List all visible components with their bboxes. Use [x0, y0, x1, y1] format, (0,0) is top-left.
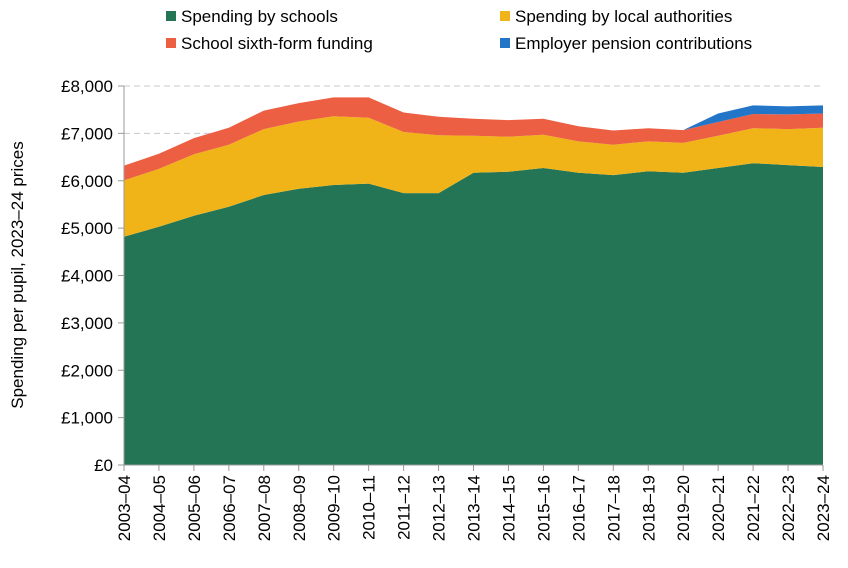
- y-tick-label: £2,000: [61, 361, 113, 380]
- legend-swatch: [166, 11, 176, 21]
- x-tick-label: 2019–20: [674, 475, 693, 541]
- legend-item-schools: Spending by schools: [166, 7, 338, 26]
- y-tick-label: £4,000: [61, 267, 113, 286]
- x-tick-label: 2022–23: [779, 475, 798, 541]
- y-tick-label: £0: [94, 456, 113, 475]
- areas: [124, 97, 823, 465]
- legend-swatch: [166, 38, 176, 48]
- legend-swatch: [500, 38, 510, 48]
- legend-item-sixth-form: School sixth-form funding: [166, 34, 373, 53]
- x-tick-label: 2004–05: [150, 475, 169, 541]
- x-tick-label: 2016–17: [569, 475, 588, 541]
- x-tick-label: 2018–19: [639, 475, 658, 541]
- x-tick-label: 2023–24: [814, 475, 833, 541]
- x-tick-label: 2014–15: [499, 475, 518, 541]
- x-tick-label: 2017–18: [604, 475, 623, 541]
- area-spending-by-schools: [124, 163, 823, 465]
- legend-label: Spending by local authorities: [515, 7, 732, 26]
- x-tick-label: 2021–22: [744, 475, 763, 541]
- x-tick-label: 2009–10: [325, 475, 344, 541]
- y-tick-label: £3,000: [61, 314, 113, 333]
- x-tick-label: 2006–07: [220, 475, 239, 541]
- y-tick-label: £5,000: [61, 219, 113, 238]
- y-tick-label: £8,000: [61, 77, 113, 96]
- x-tick-label: 2013–14: [465, 475, 484, 541]
- axes: £0 £1,000 £2,000 £3,000 £4,000 £5,000 £6,000 £7…: [61, 77, 833, 541]
- x-tick-label: 2011–12: [395, 475, 414, 540]
- legend-item-pension: Employer pension contributions: [500, 34, 752, 53]
- x-tick-label: 2020–21: [709, 475, 728, 541]
- y-axis-title: Spending per pupil, 2023–24 prices: [8, 141, 27, 408]
- x-tick-label: 2010–11: [360, 475, 379, 540]
- legend-label: Employer pension contributions: [515, 34, 752, 53]
- legend-swatch: [500, 11, 510, 21]
- x-tick-label: 2007–08: [255, 475, 274, 541]
- x-tick-label: 2012–13: [430, 475, 449, 541]
- y-tick-label: £1,000: [61, 409, 113, 428]
- legend: Spending by schools Spending by local au…: [166, 7, 752, 53]
- y-tick-label: £6,000: [61, 172, 113, 191]
- area-spending-by-local-authorities: [124, 116, 823, 237]
- x-tick-label: 2005–06: [185, 475, 204, 541]
- area-school-sixth-form-funding: [124, 97, 823, 181]
- legend-label: Spending by schools: [181, 7, 338, 26]
- legend-item-local-authorities: Spending by local authorities: [500, 7, 732, 26]
- y-tick-label: £7,000: [61, 124, 113, 143]
- x-tick-label: 2015–16: [534, 475, 553, 541]
- x-tick-label: 2008–09: [290, 475, 309, 541]
- legend-label: School sixth-form funding: [181, 34, 373, 53]
- x-tick-label: 2003–04: [115, 475, 134, 541]
